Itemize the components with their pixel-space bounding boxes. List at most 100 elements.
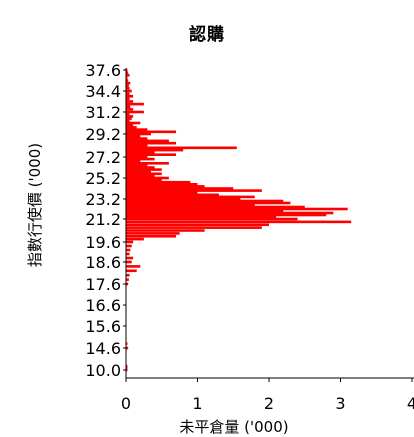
y-tick-label: 17.6 [85, 275, 121, 294]
bar [126, 220, 352, 224]
bar [126, 195, 255, 199]
bar [126, 176, 169, 180]
bar [126, 84, 129, 88]
bar [126, 174, 155, 178]
y-axis-label: 指數行使價 ('000) [26, 143, 44, 267]
bar [126, 68, 128, 72]
bar [126, 159, 141, 163]
bar [126, 234, 177, 238]
bar [126, 148, 184, 152]
bar [126, 112, 130, 116]
y-tick-label: 18.6 [85, 253, 121, 272]
bar [126, 151, 155, 154]
bar [126, 168, 162, 171]
y-tick-label: 27.2 [85, 148, 121, 167]
bar [126, 191, 198, 194]
bar [126, 199, 284, 203]
bar [126, 282, 129, 286]
bar [126, 346, 129, 350]
y-tick-label: 31.2 [85, 103, 121, 122]
bar [126, 76, 128, 80]
x-tick-labels: 0 1 2 3 4 [121, 378, 414, 413]
bar [126, 87, 130, 90]
bar [126, 213, 327, 217]
bar [126, 269, 137, 273]
y-tick-label: 19.6 [85, 233, 121, 252]
bar [126, 135, 141, 138]
bar [126, 115, 134, 118]
bar [126, 244, 132, 248]
x-tick-label: 4 [407, 394, 414, 413]
y-tick-label: 37.6 [85, 61, 121, 80]
bar [126, 128, 148, 131]
bar [126, 130, 177, 134]
bar [126, 215, 277, 219]
x-tick-label: 0 [121, 394, 131, 413]
bar [126, 273, 130, 277]
chart-title: 認購 [189, 25, 225, 45]
y-tick-label: 14.6 [85, 339, 121, 358]
bar [126, 137, 148, 140]
bar [126, 364, 128, 368]
bar [126, 226, 262, 229]
bar [126, 207, 348, 211]
bar [126, 119, 130, 123]
bar [126, 232, 180, 235]
bar [126, 141, 177, 145]
bar [126, 197, 241, 201]
bar [126, 102, 144, 106]
bar [126, 132, 152, 136]
bar [126, 73, 130, 77]
bar [126, 89, 132, 93]
bar [126, 110, 144, 114]
y-tick-label: 16.6 [85, 296, 121, 315]
bar [126, 126, 137, 129]
x-tick-label: 1 [192, 394, 202, 413]
bar [126, 117, 132, 120]
y-tick-label: 34.4 [85, 82, 121, 101]
y-tick-label: 23.2 [85, 190, 121, 209]
bar [126, 146, 237, 150]
y-tick-label: 21.2 [85, 210, 121, 229]
bar [126, 81, 131, 85]
bar [126, 94, 134, 98]
bar [126, 164, 148, 167]
bar [126, 153, 177, 156]
bar [126, 342, 128, 345]
bar [126, 185, 205, 188]
bar [126, 368, 128, 372]
bar [126, 223, 269, 227]
bar [126, 240, 134, 244]
bar [126, 203, 255, 207]
bar [126, 139, 169, 143]
bar [126, 123, 134, 127]
bar [126, 178, 162, 182]
bar [126, 166, 155, 169]
bar [126, 121, 141, 125]
y-tick-label: 15.6 [85, 317, 121, 336]
bar [126, 229, 205, 232]
bars-group [126, 68, 352, 372]
bar [126, 100, 134, 103]
bar [126, 201, 291, 205]
bar [126, 162, 169, 165]
bar [126, 187, 234, 190]
bar [126, 193, 219, 197]
bar [126, 157, 155, 161]
bar [126, 105, 131, 109]
y-tick-label: 25.2 [85, 169, 121, 188]
bar [126, 265, 141, 268]
y-tick-label: 29.2 [85, 125, 121, 144]
bar [126, 366, 128, 370]
x-tick-label: 2 [264, 394, 274, 413]
bar [126, 92, 130, 95]
y-tick-labels: 10.0 14.6 15.6 16.6 17.6 18.619.6 21.223.2 25.2… [85, 61, 126, 380]
bar [126, 155, 148, 159]
bar [126, 237, 144, 241]
bar [126, 248, 131, 252]
x-axis-label: 未平倉量 ('000) [179, 418, 288, 436]
bar [126, 205, 305, 209]
bar [126, 260, 132, 264]
y-tick-label: 10.0 [85, 361, 121, 380]
